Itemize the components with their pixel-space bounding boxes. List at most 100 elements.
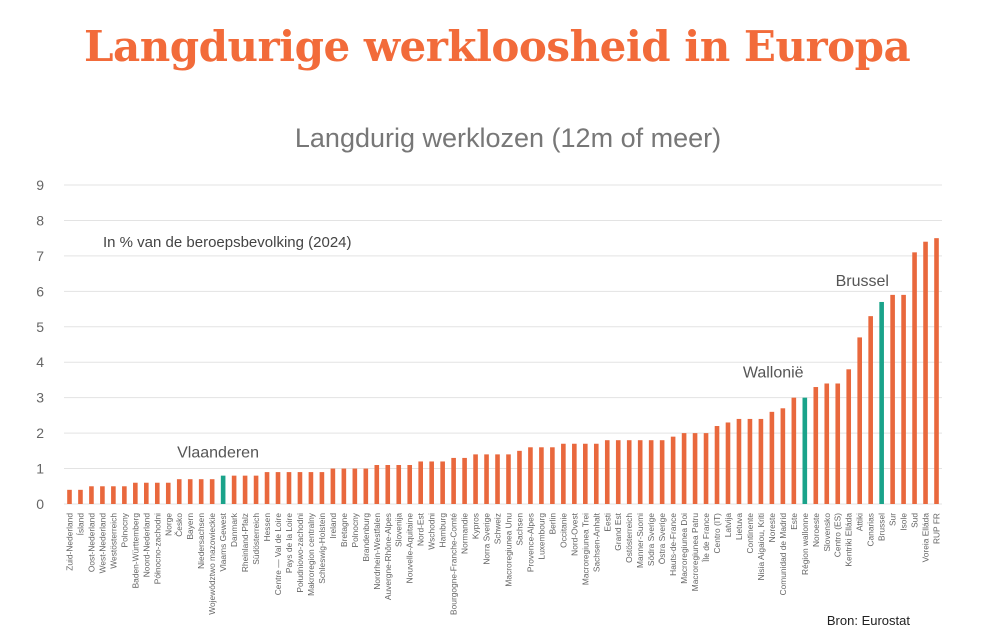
y-tick-label: 6: [36, 283, 44, 299]
x-tick-label: Hauts-de-France: [668, 513, 678, 576]
x-tick-label: Noroeste: [811, 513, 821, 547]
x-tick-label: Région wallonne: [800, 513, 810, 575]
x-tick-label: Macroregiunea Unu: [503, 513, 513, 587]
x-tick-label: Brussel: [877, 513, 887, 541]
x-tick-label: Ireland: [328, 513, 338, 539]
bar: [111, 486, 116, 504]
x-tick-label: Hamburg: [438, 513, 448, 548]
x-tick-label: Sachsen: [514, 513, 524, 546]
bar: [868, 316, 873, 504]
bar: [593, 443, 599, 504]
bar: [440, 461, 445, 504]
x-axis-ticks: Zuid-Nederland Ísland Oost-Nederland West-N…: [64, 512, 941, 615]
x-tick-label: Continente: [745, 513, 755, 554]
x-tick-label: Baden-Württemberg: [130, 513, 140, 589]
x-tick-label: Rheinland-Pfalz: [240, 513, 250, 572]
bar: [923, 241, 928, 504]
bar: [703, 433, 709, 504]
bar: [615, 440, 621, 504]
bar: [648, 440, 654, 504]
x-tick-label: Île de France: [701, 513, 711, 563]
x-tick-label: Danmark: [229, 512, 239, 547]
bar: [561, 443, 566, 504]
bar: [144, 482, 149, 504]
x-tick-label: Niedersachsen: [196, 513, 206, 569]
bar: [890, 294, 895, 504]
x-tick-label: Bretagne: [339, 513, 349, 547]
x-tick-label: Grand Est: [613, 512, 623, 550]
y-tick-label: 1: [36, 461, 44, 477]
bar: [484, 454, 489, 504]
chart-title: Langdurig werklozen (12m of meer): [295, 123, 721, 153]
bar: [736, 418, 742, 504]
bar: [462, 457, 467, 504]
x-tick-label: Voreia Elláda: [921, 513, 931, 563]
bar: [692, 433, 698, 504]
x-tick-label: Brandenburg: [361, 513, 371, 562]
x-tick-label: Westösterreich: [108, 513, 118, 569]
x-tick-label: Attiki: [855, 513, 865, 531]
y-tick-label: 9: [36, 177, 44, 193]
bar: [341, 468, 347, 504]
bar: [670, 436, 676, 504]
bar: [495, 454, 500, 504]
bar: [330, 468, 336, 504]
x-tick-label: Isole: [899, 513, 909, 531]
bar: [506, 454, 511, 504]
bar: [824, 383, 830, 504]
bar: [604, 440, 610, 504]
y-tick-label: 0: [36, 496, 44, 512]
bar: [374, 465, 380, 504]
annotation-label: Brussel: [836, 273, 889, 290]
y-tick-label: 8: [36, 212, 44, 228]
x-tick-label: Noord-Nederland: [141, 513, 151, 578]
bar: [879, 301, 884, 504]
bar: [396, 465, 402, 504]
bar: [67, 489, 72, 504]
x-tick-label: Schweiz: [493, 513, 503, 544]
bar: [187, 479, 193, 504]
x-tick-label: Luxembourg: [536, 513, 546, 560]
bar: [528, 447, 533, 504]
y-tick-label: 3: [36, 390, 44, 406]
x-tick-label: Slovenija: [394, 513, 404, 547]
bar: [681, 433, 687, 504]
x-tick-label: Południowo-zachodni: [295, 513, 305, 593]
bar: [154, 482, 160, 504]
x-tick-label: Sud: [910, 513, 920, 528]
x-tick-label: Nord-Est: [416, 512, 426, 546]
bar: [176, 479, 182, 504]
x-tick-label: Wschodni: [427, 513, 437, 550]
bar: [165, 482, 171, 504]
x-tick-label: Eesti: [602, 513, 612, 532]
bar: [242, 475, 248, 504]
x-tick-label: Sachsen-Anhalt: [591, 512, 601, 572]
x-tick-label: Auvergne-Rhône-Alpes: [383, 513, 393, 600]
bar: [100, 486, 105, 504]
x-tick-label: Comunidad de Madrid: [778, 513, 788, 596]
annotations: Vlaanderen Wallonië Brussel: [177, 273, 889, 462]
x-tick-label: Północno-zachodni: [152, 513, 162, 584]
x-tick-label: Norra Sverige: [482, 513, 492, 565]
x-tick-label: Macroregiunea Patru: [690, 513, 700, 592]
x-tick-label: Ostösterreich: [624, 513, 634, 563]
x-tick-label: Kentriki Elláda: [844, 513, 854, 567]
bars: [67, 238, 939, 504]
bar: [626, 440, 632, 504]
y-tick-label: 4: [36, 354, 44, 370]
x-tick-label: Centre — Val de Loire: [273, 513, 283, 596]
chart-subtitle: In % van de beroepsbevolking (2024): [103, 234, 352, 251]
x-tick-label: Ísland: [75, 513, 85, 536]
bar: [209, 479, 215, 504]
x-tick-label: Schleswig-Holstein: [317, 513, 327, 584]
x-tick-label: Nisia Aigaiou, Kriti: [756, 513, 766, 581]
bar: [813, 387, 819, 504]
x-tick-label: Centro (ES): [833, 513, 843, 557]
gridlines: [64, 184, 942, 505]
x-tick-label: Berlin: [547, 513, 557, 535]
bar: [517, 450, 522, 504]
x-tick-label: Pays de la Loire: [284, 513, 294, 573]
x-tick-label: Centro (IT): [712, 513, 722, 554]
bar: [385, 465, 391, 504]
